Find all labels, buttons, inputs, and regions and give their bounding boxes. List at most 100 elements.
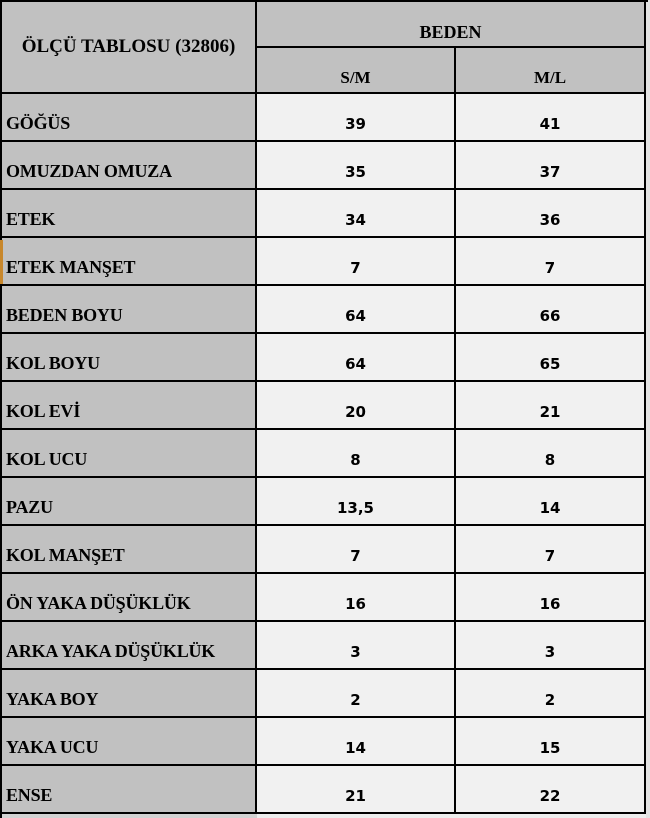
measurement-value-ml: 65: [539, 355, 561, 373]
measurement-value-cell-sm: 21: [257, 766, 456, 814]
measurement-label: ÖN YAKA DÜŞÜKLÜK: [6, 593, 191, 613]
measurement-value-sm: 20: [345, 403, 366, 421]
measurement-value-ml: 2: [544, 691, 556, 709]
measurement-label: ETEK: [6, 209, 56, 229]
measurement-value-cell-ml: 14: [456, 478, 646, 526]
table-title: ÖLÇÜ TABLOSU (32806): [21, 36, 236, 57]
measurement-value-cell-sm: 16: [257, 574, 456, 622]
measurement-value-cell-ml: 65: [456, 334, 646, 382]
measurement-value-sm: 2: [350, 691, 361, 709]
measurement-value-sm: 35: [345, 163, 366, 181]
measurement-label: PAZU: [6, 497, 53, 517]
measurement-row-label-cell: GÖĞÜS: [2, 94, 257, 142]
measurement-value-sm: 13,5: [336, 499, 374, 517]
measurement-label: OMUZDAN OMUZA: [6, 161, 172, 181]
measurement-label: ENSE: [6, 785, 53, 805]
measurement-value-ml: 3: [544, 643, 556, 661]
measurement-value-cell-ml: 2: [456, 670, 646, 718]
beden-group-header-label: BEDEN: [419, 22, 482, 42]
measurement-value-sm: 7: [350, 259, 361, 277]
measurement-row-label-cell: KOL MANŞET: [2, 526, 257, 574]
measurement-value-sm: 16: [345, 595, 366, 613]
size-column-header-ml-label: M/L: [533, 68, 567, 87]
measurement-row-label-cell: BEDEN BOYU: [2, 286, 257, 334]
measurement-value-cell-ml: 37: [456, 142, 646, 190]
measurement-value-cell-sm: 7: [257, 526, 456, 574]
measurement-value-cell-ml: 8: [456, 430, 646, 478]
measurement-label: YAKA BOY: [6, 689, 99, 709]
measurement-row-label-cell: KOL BOYU: [2, 334, 257, 382]
measurement-value-ml: 15: [539, 739, 561, 757]
measurement-row-label-cell: KOL EVİ: [2, 382, 257, 430]
measurement-value-sm: 7: [350, 547, 361, 565]
measurement-value-cell-sm: 35: [257, 142, 456, 190]
measurement-row-label-cell: PAZU: [2, 478, 257, 526]
measurement-value-cell-ml: 16: [456, 574, 646, 622]
measurement-value-sm: 21: [345, 787, 366, 805]
measurement-label: ETEK MANŞET: [6, 257, 136, 277]
measurement-value-cell-sm: 7: [257, 238, 456, 286]
measurement-label: KOL MANŞET: [6, 545, 125, 565]
measurement-value-cell-sm: 14: [257, 718, 456, 766]
measurement-value-sm: 3: [350, 643, 361, 661]
cutoff-next-row-label-strip: [2, 814, 257, 818]
size-column-header-ml: M/L: [456, 48, 646, 94]
measurement-value-cell-sm: 64: [257, 286, 456, 334]
measurement-value-cell-sm: 34: [257, 190, 456, 238]
measurement-value-ml: 8: [544, 451, 556, 469]
measurement-value-cell-ml: 36: [456, 190, 646, 238]
measurement-label: KOL UCU: [6, 449, 88, 469]
measurement-value-ml: 21: [539, 403, 561, 421]
measurement-value-ml: 41: [539, 115, 561, 133]
measurement-value-cell-ml: 22: [456, 766, 646, 814]
measurement-row-label-cell: YAKA UCU: [2, 718, 257, 766]
cutoff-next-row-value-strip: [257, 814, 646, 818]
measurement-label: ARKA YAKA DÜŞÜKLÜK: [6, 641, 216, 661]
measurement-value-ml: 36: [539, 211, 561, 229]
measurement-value-cell-ml: 7: [456, 238, 646, 286]
measurement-label: YAKA UCU: [6, 737, 99, 757]
measurement-row-label-cell: ETEK: [2, 190, 257, 238]
measurement-value-sm: 64: [345, 307, 366, 325]
measurement-value-cell-sm: 64: [257, 334, 456, 382]
size-column-header-sm: S/M: [257, 48, 456, 94]
measurement-value-cell-sm: 13,5: [257, 478, 456, 526]
measurement-value-cell-ml: 21: [456, 382, 646, 430]
measurement-row-label-cell: ETEK MANŞET: [2, 238, 257, 286]
measurement-value-cell-ml: 3: [456, 622, 646, 670]
measurement-value-ml: 7: [544, 259, 556, 277]
table-title-cell: ÖLÇÜ TABLOSU (32806): [2, 2, 257, 94]
measurement-label: BEDEN BOYU: [6, 305, 123, 325]
measurement-value-cell-ml: 7: [456, 526, 646, 574]
measurement-value-sm: 39: [345, 115, 366, 133]
measurement-row-label-cell: ARKA YAKA DÜŞÜKLÜK: [2, 622, 257, 670]
measurement-label: KOL EVİ: [6, 401, 81, 421]
measurement-row-label-cell: KOL UCU: [2, 430, 257, 478]
measurement-row-label-cell: OMUZDAN OMUZA: [2, 142, 257, 190]
measurement-value-cell-sm: 39: [257, 94, 456, 142]
measurement-row-label-cell: ENSE: [2, 766, 257, 814]
measurement-value-ml: 22: [539, 787, 561, 805]
measurement-label: GÖĞÜS: [6, 113, 71, 133]
measurement-value-sm: 34: [345, 211, 366, 229]
measurement-value-sm: 8: [350, 451, 361, 469]
measurement-value-sm: 14: [345, 739, 366, 757]
measurement-value-ml: 7: [544, 547, 556, 565]
measurement-value-cell-ml: 15: [456, 718, 646, 766]
beden-group-header-cell: BEDEN: [257, 2, 646, 48]
measurement-value-cell-sm: 2: [257, 670, 456, 718]
measurement-row-label-cell: ÖN YAKA DÜŞÜKLÜK: [2, 574, 257, 622]
size-column-header-sm-label: S/M: [340, 68, 371, 87]
measurement-value-cell-ml: 66: [456, 286, 646, 334]
measurement-value-sm: 64: [345, 355, 366, 373]
highlighted-row-left-edge: [0, 240, 3, 284]
measurement-value-ml: 66: [539, 307, 561, 325]
measurement-value-cell-ml: 41: [456, 94, 646, 142]
measurement-value-cell-sm: 8: [257, 430, 456, 478]
measurement-value-ml: 14: [539, 499, 561, 517]
measurement-label: KOL BOYU: [6, 353, 100, 373]
measurement-value-cell-sm: 20: [257, 382, 456, 430]
measurement-value-ml: 37: [539, 163, 561, 181]
